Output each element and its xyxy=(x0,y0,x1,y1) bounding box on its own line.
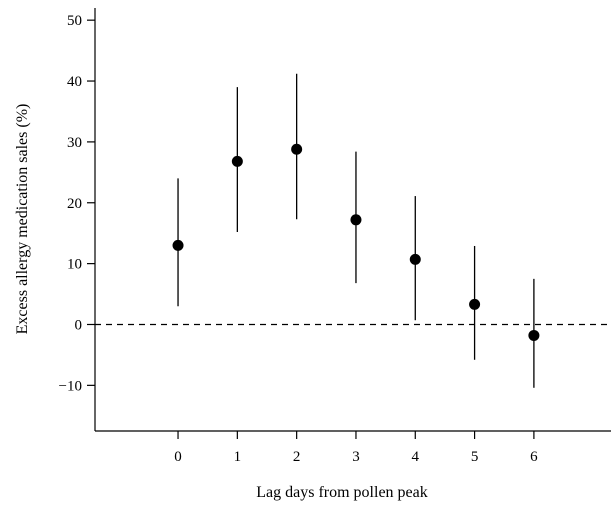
x-tick-label: 3 xyxy=(352,449,360,465)
y-tick-label: 40 xyxy=(67,74,82,90)
point-lag-5 xyxy=(469,298,481,310)
point-lag-6 xyxy=(528,329,540,341)
x-tick-label: 1 xyxy=(234,449,242,465)
point-lag-4 xyxy=(409,253,421,265)
y-ticks: −10 0 10 20 30 40 50 xyxy=(59,13,95,394)
x-tick-label: 5 xyxy=(471,449,479,465)
point-lag-3 xyxy=(350,214,362,226)
y-axis-title: Excess allergy medication sales (%) xyxy=(14,104,31,335)
x-ticks: 0 1 2 3 4 5 6 xyxy=(174,431,538,465)
x-tick-label: 2 xyxy=(293,449,301,465)
y-tick-label: 50 xyxy=(67,13,82,29)
point-lag-1 xyxy=(231,155,243,167)
x-axis-title: Lag days from pollen peak xyxy=(256,484,428,501)
plot-frame xyxy=(94,8,611,432)
y-tick-label: 10 xyxy=(67,257,82,273)
y-tick-label: 20 xyxy=(67,196,82,212)
y-tick-label: 30 xyxy=(67,135,82,151)
x-tick-label: 0 xyxy=(174,449,182,465)
point-lag-2 xyxy=(291,143,303,155)
x-tick-label: 4 xyxy=(412,449,420,465)
error-bars xyxy=(177,73,535,388)
points xyxy=(172,143,540,341)
x-tick-label: 6 xyxy=(530,449,538,465)
y-tick-label: 0 xyxy=(75,317,83,333)
y-tick-label: −10 xyxy=(59,378,82,394)
point-lag-0 xyxy=(172,239,184,251)
